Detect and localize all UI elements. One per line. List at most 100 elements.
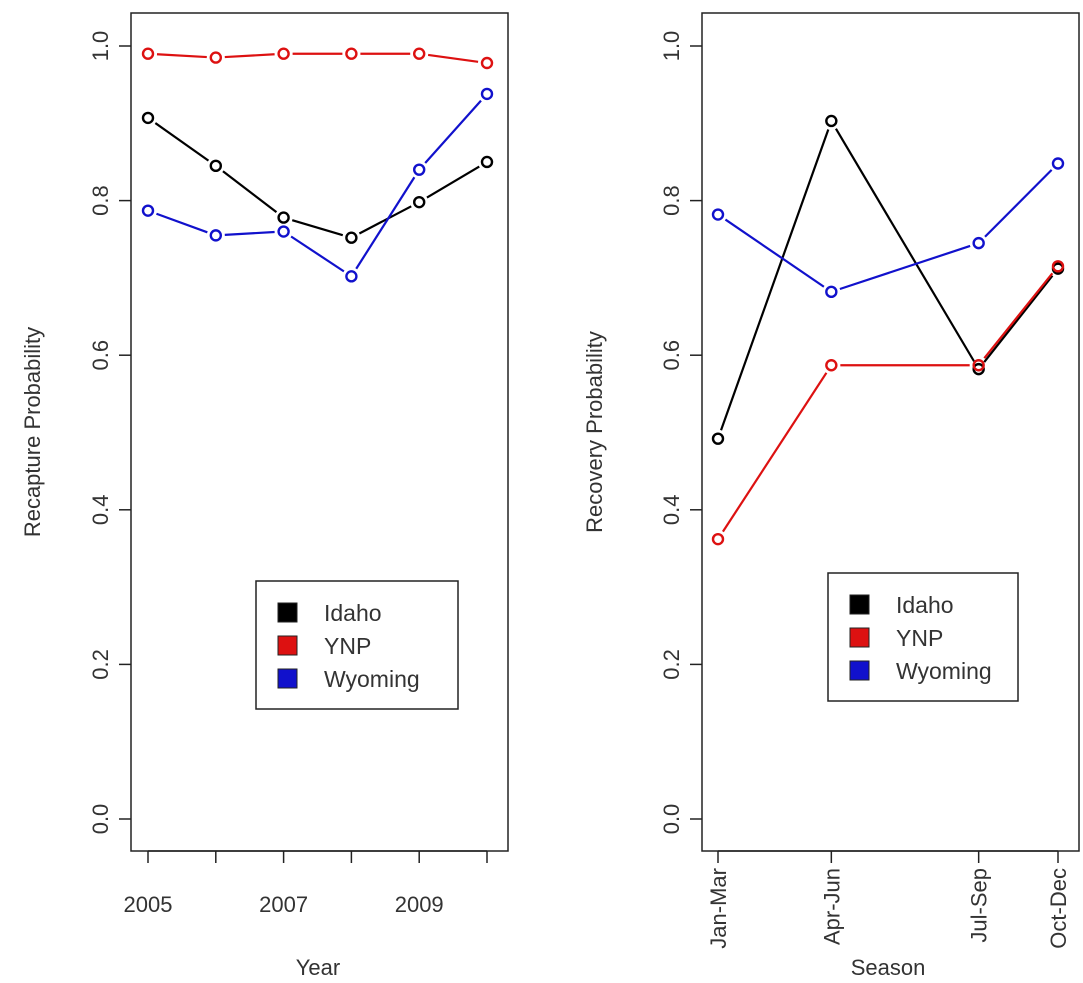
- series-segment: [721, 372, 828, 533]
- legend-label: Wyoming: [324, 666, 420, 692]
- data-point: [711, 532, 725, 546]
- y-tick-label: 0.6: [659, 340, 684, 371]
- data-point: [825, 114, 838, 128]
- legend: Idaho YNP Wyoming: [827, 572, 1019, 702]
- y-tick-label: 0.0: [88, 804, 113, 835]
- legend-label: Idaho: [324, 600, 382, 626]
- series-segment: [222, 170, 278, 214]
- y-axis-title: Recovery Probability: [582, 331, 607, 533]
- series-segment: [224, 230, 275, 236]
- data-point: [972, 362, 985, 376]
- y-tick-label: 0.6: [88, 340, 113, 371]
- data-point: [480, 87, 494, 101]
- data-point: [825, 285, 838, 299]
- y-axis-title: Recapture Probability: [20, 327, 45, 537]
- legend-swatch: [849, 660, 870, 681]
- data-point: [277, 211, 290, 224]
- data-point: [413, 163, 426, 176]
- series-segment: [290, 235, 345, 273]
- data-point: [141, 111, 155, 125]
- x-axis-title: Season: [851, 955, 926, 980]
- series-ynp: [711, 260, 1065, 546]
- legend-label: Wyoming: [896, 658, 992, 684]
- data-point: [711, 432, 725, 445]
- x-tick-label: Jul-Sep: [967, 868, 992, 943]
- series-segment: [358, 205, 412, 235]
- x-tick-label: 2007: [259, 892, 308, 917]
- series-segment: [984, 169, 1053, 238]
- data-point: [277, 225, 290, 238]
- x-tick-label: 2009: [395, 892, 444, 917]
- data-point: [972, 359, 985, 372]
- series-segment: [983, 275, 1054, 363]
- data-point: [345, 270, 358, 283]
- data-point: [209, 159, 223, 173]
- legend-swatch: [849, 627, 870, 648]
- y-tick-label: 0.2: [659, 649, 684, 680]
- y-axis: 0.0 0.2 0.4 0.6 0.8 1.0: [659, 31, 702, 834]
- y-tick-label: 0.8: [88, 185, 113, 216]
- y-tick-label: 0.8: [659, 185, 684, 216]
- data-point: [141, 204, 155, 217]
- recapture-panel: Year Recapture Probability 0.00.20.40.60…: [20, 12, 509, 980]
- series-segment: [424, 99, 482, 164]
- series-segment: [426, 165, 480, 199]
- legend-label: Idaho: [896, 592, 954, 618]
- y-tick-label: 0.2: [88, 649, 113, 680]
- series-segment: [834, 128, 976, 362]
- data-point: [1051, 157, 1065, 170]
- series-idaho: [141, 111, 494, 244]
- legend-swatch: [277, 668, 298, 689]
- legend-swatch: [277, 602, 298, 623]
- legend-swatch: [277, 635, 298, 656]
- x-axis: 2005 2007 2009: [124, 850, 488, 917]
- series-segment: [355, 176, 416, 270]
- data-point: [413, 47, 426, 60]
- series-layer: [141, 47, 494, 283]
- series-segment: [154, 122, 210, 162]
- data-point: [1051, 260, 1065, 273]
- data-point: [480, 155, 494, 169]
- plot-frame: [130, 12, 509, 852]
- y-tick-label: 0.4: [88, 495, 113, 526]
- series-segment: [427, 53, 479, 63]
- data-point: [711, 208, 725, 221]
- x-tick-label: 2005: [124, 892, 173, 917]
- series-segment: [724, 218, 825, 288]
- series-segment: [839, 244, 971, 291]
- series-segment: [156, 53, 207, 59]
- x-tick-label: Jan-Mar: [706, 868, 731, 949]
- legend-swatch: [849, 594, 870, 615]
- legend-label: YNP: [896, 625, 943, 651]
- series-layer: [711, 114, 1065, 546]
- series-segment: [156, 212, 208, 234]
- series-segment: [719, 129, 830, 431]
- x-axis-title: Year: [296, 955, 340, 980]
- data-point: [480, 56, 494, 70]
- series-wyoming: [711, 157, 1065, 299]
- data-point: [209, 51, 223, 64]
- y-tick-label: 0.4: [659, 495, 684, 526]
- legend: Idaho YNP Wyoming: [255, 580, 459, 710]
- recovery-panel: Season Recovery Probability 0.0 0.2 0.4 0.6…: [582, 12, 1080, 980]
- data-point: [413, 195, 426, 209]
- data-point: [345, 47, 358, 60]
- data-point: [277, 47, 290, 60]
- series-ynp: [141, 47, 494, 70]
- legend-label: YNP: [324, 633, 371, 659]
- series-idaho: [711, 114, 1065, 445]
- data-point: [825, 359, 838, 372]
- y-tick-label: 1.0: [88, 31, 113, 62]
- x-tick-label: Oct-Dec: [1046, 868, 1071, 949]
- series-segment: [983, 272, 1054, 359]
- plot-frame: [701, 12, 1080, 852]
- x-axis: Jan-Mar Apr-Jun Jul-Sep Oct-Dec: [706, 850, 1071, 949]
- series-segment: [291, 219, 344, 237]
- y-axis: 0.0 0.2 0.4 0.6 0.8 1.0: [88, 31, 131, 835]
- series-segment: [224, 53, 275, 59]
- series-wyoming: [141, 87, 494, 283]
- data-point: [141, 47, 155, 60]
- y-tick-label: 1.0: [659, 31, 684, 62]
- data-point: [209, 229, 223, 242]
